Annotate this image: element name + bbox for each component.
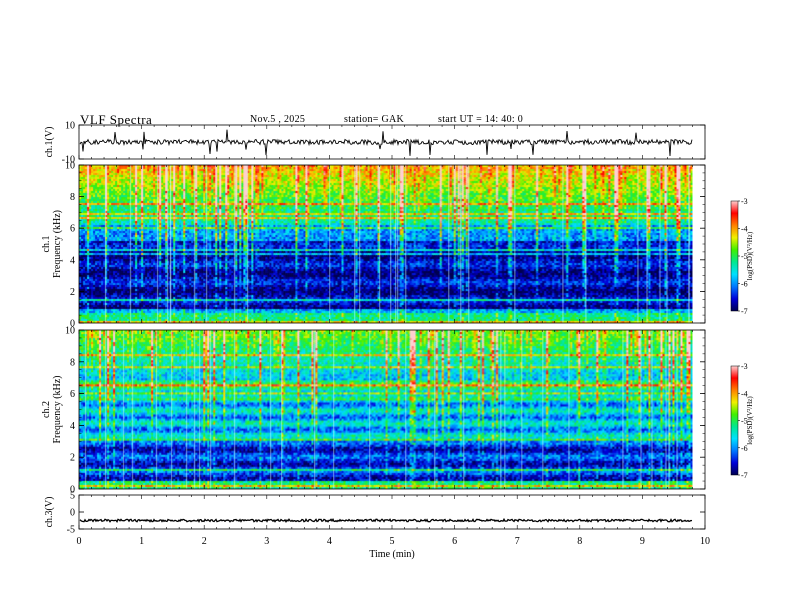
colorbar-tick-label: -6 [741, 444, 748, 453]
colorbar-tick-label: -3 [741, 197, 748, 206]
y-tick-label: 0 [70, 319, 75, 330]
waveform-trace [79, 517, 693, 523]
y-tick-label: -10 [62, 155, 75, 166]
date-label: Nov.5 , 2025 [250, 114, 306, 125]
y-axis-label-line: Frequency (kHz) [52, 375, 63, 443]
waveform-trace [79, 129, 693, 157]
x-tick-label: 10 [700, 536, 710, 547]
ch1-waveform-panel: 10 -10 ch.1(V) [44, 121, 706, 166]
time-axis: 0 1 2 3 4 5 6 7 8 9 10 Time (min) [77, 536, 711, 560]
colorbar-tick-label: -5 [741, 252, 748, 261]
x-tick-label: 2 [202, 536, 207, 547]
spectrogram-image [79, 165, 693, 323]
ch2-colorbar: -3 -4 -5 -6 -7 log(PSD)(V²/Hz) [730, 362, 754, 480]
colorbar-scale [730, 365, 739, 476]
y-tick-label: 0 [70, 485, 75, 496]
panel-frame [78, 494, 706, 530]
ch2-spectrogram-panel: 0 2 4 6 8 10 ch.2Frequency (kHz) [41, 326, 706, 496]
y-tick-label: 8 [70, 192, 75, 203]
colorbar-tick-label: -4 [741, 225, 748, 234]
colorbar-tick-label: -5 [741, 417, 748, 426]
y-tick-label: 8 [70, 357, 75, 368]
y-axis-label: ch.3(V) [44, 497, 55, 528]
x-tick-label: 0 [77, 536, 82, 547]
y-tick-label: 10 [65, 326, 75, 337]
y-axis-label-line: ch.3(V) [44, 497, 55, 528]
y-tick-label: 10 [65, 121, 75, 132]
y-tick-label: -5 [67, 525, 75, 536]
y-axis-label-line: ch.1(V) [44, 127, 55, 158]
start-ut-label: start UT = 14: 40: 0 [438, 114, 524, 125]
y-axis-label: ch.1Frequency (kHz) [41, 210, 63, 278]
colorbar-tick-label: -3 [741, 362, 748, 371]
x-axis-label: Time (min) [369, 549, 414, 560]
colorbar-tick-label: -7 [741, 471, 748, 480]
x-tick-label: 1 [139, 536, 144, 547]
y-tick-label: 5 [70, 491, 75, 502]
colorbar-scale [730, 200, 739, 312]
colorbar-label: log(PSD)(V²/Hz) [746, 231, 754, 280]
x-tick-label: 8 [577, 536, 582, 547]
y-axis-label: ch.1(V) [44, 127, 55, 158]
y-axis-label-line: Frequency (kHz) [52, 210, 63, 278]
ch3-waveform-panel: 5 0 -5 ch.3(V) [44, 491, 706, 536]
y-tick-label: 6 [70, 224, 75, 235]
x-tick-label: 6 [452, 536, 457, 547]
y-axis-label-line: ch.1 [41, 236, 52, 253]
y-tick-label: 10 [65, 161, 75, 172]
colorbar-tick-label: -4 [741, 389, 748, 398]
station-label: station= GAK [344, 114, 405, 125]
ch1-spectrogram-panel: 0 2 4 6 8 10 ch.1Frequency (kHz) [41, 161, 706, 330]
y-axis-label-line: ch.2 [41, 401, 52, 418]
colorbar-tick-label: -6 [741, 280, 748, 289]
y-tick-label: 4 [70, 255, 75, 266]
y-axis-label: ch.2Frequency (kHz) [41, 375, 63, 443]
x-tick-label: 3 [264, 536, 269, 547]
ch1-colorbar: -3 -4 -5 -6 -7 log(PSD)(V²/Hz) [730, 197, 754, 316]
y-tick-label: 6 [70, 389, 75, 400]
figure-title: VLF Spectra [80, 112, 153, 127]
y-tick-label: 2 [70, 287, 75, 298]
x-tick-label: 5 [390, 536, 395, 547]
spectrogram-image [79, 330, 693, 489]
colorbar-label: log(PSD)(V²/Hz) [746, 396, 754, 445]
x-tick-label: 7 [515, 536, 520, 547]
x-tick-label: 4 [327, 536, 332, 547]
colorbar-tick-label: -7 [741, 307, 748, 316]
y-tick-label: 4 [70, 421, 75, 432]
x-tick-label: 9 [640, 536, 645, 547]
y-tick-label: 2 [70, 453, 75, 464]
y-tick-label: 0 [70, 508, 75, 519]
